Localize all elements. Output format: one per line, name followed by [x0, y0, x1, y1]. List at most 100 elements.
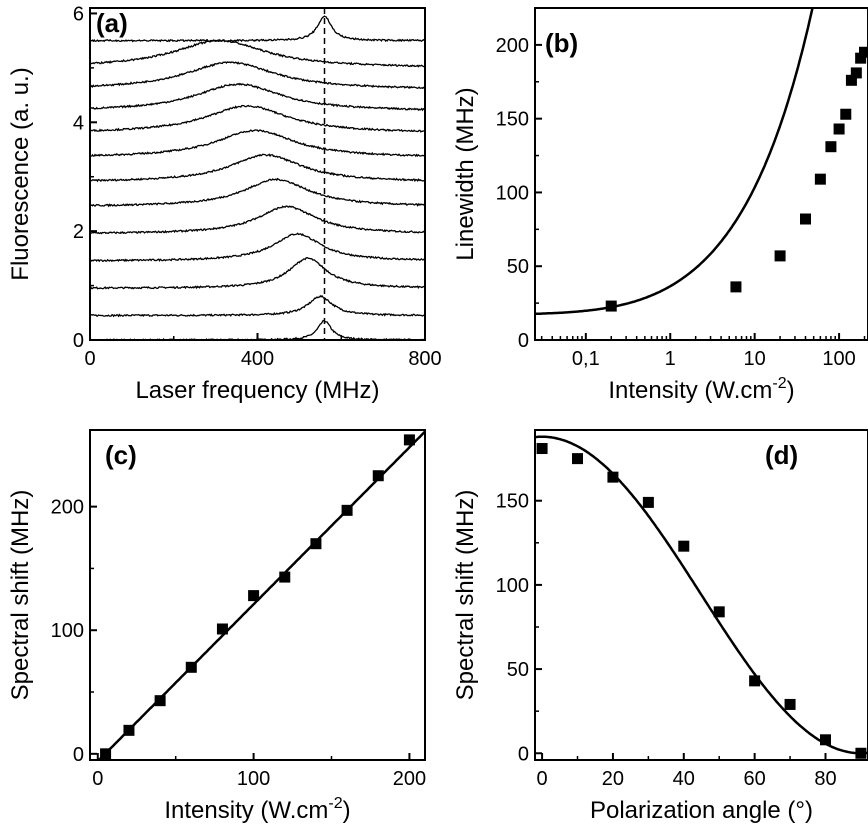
data-point	[814, 173, 826, 185]
spectrum-line	[90, 232, 425, 263]
x-tick-label: 0	[537, 768, 548, 790]
spectrum-line	[90, 104, 425, 133]
y-tick-label: 50	[507, 659, 529, 681]
x-tick-label: 0	[92, 768, 103, 790]
data-point	[774, 250, 786, 262]
x-tick-label: 0,1	[572, 348, 600, 370]
data-point	[850, 67, 862, 79]
y-tick-label: 0	[518, 330, 529, 352]
data-point	[310, 538, 322, 550]
spectrum-line	[90, 129, 425, 158]
data-point	[845, 74, 857, 86]
y-tick-label: 200	[51, 497, 84, 519]
panel-d: 0 20 40 60 80 0 50 100 150 Polarization angle (°)…	[452, 429, 868, 824]
y-tick-label: 150	[496, 491, 529, 513]
data-point	[605, 300, 617, 312]
data-point	[403, 434, 415, 446]
x-tick-label: 200	[393, 768, 426, 790]
plot-area	[535, 435, 868, 755]
data-point	[833, 123, 845, 135]
data-point	[859, 46, 868, 58]
y-tick-label: 0	[518, 743, 529, 765]
y-tick-label: 2	[73, 221, 84, 243]
y-tick-label: 0	[73, 744, 84, 766]
data-point	[840, 108, 852, 120]
fit-curve	[535, 8, 814, 316]
y-tick-label: 0	[73, 330, 84, 352]
y-tick-label: 50	[507, 256, 529, 278]
data-point	[279, 571, 291, 583]
data-point	[642, 496, 654, 508]
y-axis-label: Fluorescence (a. u.)	[7, 67, 34, 280]
data-point	[100, 748, 112, 760]
y-tick-label: 150	[496, 109, 529, 131]
spectrum-line	[90, 177, 425, 208]
data-point	[372, 470, 384, 482]
plot-area	[90, 8, 425, 340]
data-point	[248, 590, 260, 602]
spectrum-line	[90, 257, 425, 290]
x-axis-label: Polarization angle (°)	[590, 797, 813, 824]
x-axis-label: Laser frequency (MHz)	[135, 377, 379, 404]
x-tick-label: 100	[822, 348, 855, 370]
data-point	[713, 606, 725, 618]
panel-b: 0,1 1 10 100 0 50 100 150 200 Intensity (W.cm-2) L…	[452, 7, 868, 404]
spectrum-line	[90, 205, 425, 235]
x-tick-label: 60	[744, 768, 766, 790]
data-point	[154, 695, 166, 707]
y-axis-label: Linewidth (MHz)	[452, 87, 479, 260]
spectrum-line	[90, 15, 425, 43]
data-point	[825, 141, 837, 153]
y-tick-label: 6	[73, 3, 84, 25]
x-tick-label: 80	[814, 768, 836, 790]
x-axis-label: Intensity (W.cm-2)	[164, 795, 350, 824]
x-tick-label: 400	[241, 348, 274, 370]
data-point	[855, 747, 867, 759]
spectrum-line	[90, 39, 425, 68]
data-point	[536, 443, 548, 455]
spectrum-line	[90, 294, 425, 318]
x-tick-label: 0	[84, 348, 95, 370]
panel-a: 0 400 800 0 2 4 6 Laser frequency (MHz) Fluoresc…	[7, 3, 442, 404]
data-point	[819, 734, 831, 746]
plot-frame	[89, 7, 426, 341]
spectrum-line	[90, 153, 425, 183]
y-tick-label: 4	[73, 112, 84, 134]
plot-area	[535, 8, 814, 316]
plot-frame	[534, 429, 868, 761]
data-point	[185, 661, 197, 673]
data-point	[855, 52, 867, 64]
y-tick-label: 100	[496, 182, 529, 204]
panel-c: 0 100 200 0 100 200 Intensity (W.cm-2) Spectral…	[7, 429, 426, 824]
spectrum-line	[90, 82, 425, 112]
panel-label: (a)	[96, 8, 128, 38]
data-point	[730, 281, 742, 293]
y-tick-label: 200	[496, 35, 529, 57]
data-point	[799, 213, 811, 225]
x-tick-label: 40	[673, 768, 695, 790]
data-point	[216, 623, 228, 635]
data-point	[572, 453, 584, 465]
data-point	[607, 471, 619, 483]
x-tick-label: 100	[237, 768, 270, 790]
x-axis-label: Intensity (W.cm-2)	[608, 375, 794, 404]
x-tick-label: 20	[602, 768, 624, 790]
y-axis-label: Spectral shift (MHz)	[452, 490, 479, 701]
panel-label: (d)	[765, 440, 798, 470]
spectrum-line	[90, 319, 425, 340]
fit-curve	[535, 435, 868, 755]
data-point	[784, 698, 796, 710]
panel-label: (b)	[545, 28, 578, 58]
data-point	[341, 504, 353, 516]
y-tick-label: 100	[51, 620, 84, 642]
y-axis-label: Spectral shift (MHz)	[7, 490, 34, 701]
plot-frame	[89, 429, 426, 761]
plot-frame	[534, 7, 868, 341]
x-tick-label: 1	[665, 348, 676, 370]
x-tick-label: 10	[744, 348, 766, 370]
spectrum-line	[90, 61, 425, 90]
data-point	[123, 724, 135, 736]
x-tick-label: 800	[408, 348, 441, 370]
y-tick-label: 100	[496, 575, 529, 597]
